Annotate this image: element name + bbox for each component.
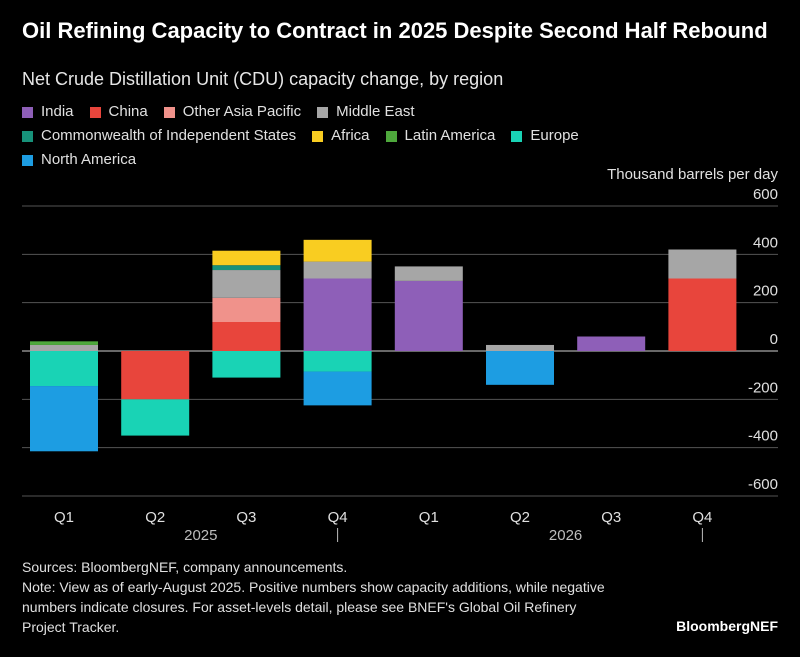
bar-segment: [577, 336, 646, 351]
legend-label: Commonwealth of Independent States: [41, 127, 297, 144]
bar-segment: [303, 371, 372, 406]
legend-item: Other Asia Pacific: [163, 103, 302, 120]
y-tick-label: 0: [770, 331, 778, 348]
bar-segment: [212, 265, 281, 271]
chart-subtitle: Net Crude Distillation Unit (CDU) capaci…: [22, 69, 504, 89]
bar-segment: [303, 351, 372, 372]
legend-label: Europe: [530, 127, 579, 144]
legend-swatch: [22, 154, 33, 166]
legend-swatch: [22, 130, 33, 142]
legend-swatch: [89, 106, 101, 118]
x-tick-label: Q1: [54, 509, 74, 526]
legend: India China Other Asia Pacific Middle East C…: [22, 104, 762, 168]
y-tick-label: -600: [748, 476, 778, 493]
legend-swatch: [511, 130, 523, 142]
bar-segment: [212, 322, 281, 351]
x-year-label: 2026: [549, 527, 582, 544]
legend-item: Europe: [511, 127, 579, 144]
x-tick-label: Q1: [419, 509, 439, 526]
x-tick-label: Q2: [510, 509, 530, 526]
sources-text: Sources: BloombergNEF, company announcem…: [22, 559, 348, 575]
bar-segment: [668, 249, 737, 279]
legend-item: Middle East: [317, 103, 415, 120]
bar-segment: [394, 266, 463, 281]
bar-segment: [668, 278, 737, 351]
bar-segment: [30, 386, 98, 452]
bar-segment: [121, 351, 190, 400]
legend-item: Commonwealth of Independent States: [22, 128, 296, 144]
legend-label: Africa: [331, 127, 370, 144]
bar-segment: [212, 270, 281, 298]
legend-item: India: [22, 104, 74, 120]
x-year-label: 2025: [184, 527, 217, 544]
legend-swatch: [317, 106, 329, 118]
note-text: Note: View as of early-August 2025. Posi…: [22, 579, 605, 635]
bar-segment: [303, 239, 372, 262]
legend-swatch: [385, 130, 397, 142]
x-tick-label: Q3: [236, 509, 256, 526]
legend-label: China: [108, 103, 148, 120]
brand-logo: BloombergNEF: [676, 618, 778, 634]
legend-label: India: [41, 103, 74, 120]
chart-title: Oil Refining Capacity to Contract in 202…: [22, 18, 768, 43]
legend-item: Africa: [312, 127, 370, 144]
x-tick-label: Q3: [601, 509, 621, 526]
x-tick-label: Q4: [692, 509, 712, 526]
bar-segment: [212, 297, 281, 322]
bar-segment: [303, 261, 372, 279]
legend-item: China: [89, 103, 148, 120]
bar-segment: [486, 344, 554, 351]
legend-item: Latin America: [385, 127, 496, 144]
y-tick-label: -400: [748, 428, 778, 445]
legend-swatch: [22, 106, 33, 118]
legend-label: Latin America: [404, 127, 496, 144]
units-label: Thousand barrels per day: [607, 166, 778, 183]
legend-swatch: [163, 106, 175, 118]
bar-segment: [30, 341, 98, 345]
y-tick-label: 400: [753, 234, 778, 251]
y-tick-label: -200: [748, 379, 778, 396]
bar-segment: [394, 280, 463, 351]
y-tick-label: 200: [753, 283, 778, 300]
bar-segment: [212, 351, 281, 378]
bar-segment: [121, 399, 190, 436]
legend-label: Middle East: [336, 103, 415, 120]
x-tick-label: Q2: [145, 509, 165, 526]
bar-segment: [30, 351, 98, 387]
legend-label: North America: [41, 151, 137, 168]
legend-item: North America: [22, 152, 136, 168]
bar-segment: [486, 351, 554, 385]
y-tick-label: 600: [753, 186, 778, 203]
bar-segment: [303, 278, 372, 351]
legend-label: Other Asia Pacific: [182, 103, 302, 120]
legend-swatch: [312, 130, 324, 142]
bar-segment: [30, 344, 98, 351]
bar-segment: [212, 250, 281, 266]
x-tick-label: Q4: [328, 509, 348, 526]
